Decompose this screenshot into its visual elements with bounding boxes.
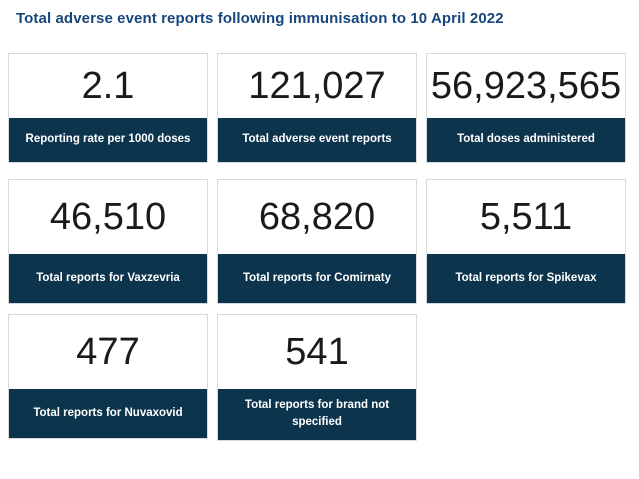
tile-nuvaxovid: 477 Total reports for Nuvaxovid	[8, 314, 208, 439]
tile-value: 46,510	[9, 180, 207, 254]
summary-tiles-grid: 2.1 Reporting rate per 1000 doses 121,02…	[8, 53, 628, 441]
tile-value: 2.1	[9, 54, 207, 118]
tile-total-adverse-event-reports: 121,027 Total adverse event reports	[217, 53, 417, 163]
tile-label: Total doses administered	[427, 118, 625, 162]
page-title: Total adverse event reports following im…	[16, 10, 504, 27]
tile-row-3: 477 Total reports for Nuvaxovid 541 Tota…	[8, 314, 628, 441]
tile-label: Total reports for Spikevax	[427, 254, 625, 303]
tile-value: 477	[9, 315, 207, 389]
tile-vaxzevria: 46,510 Total reports for Vaxzevria	[8, 179, 208, 304]
tile-value: 121,027	[218, 54, 416, 118]
tile-row-2: 46,510 Total reports for Vaxzevria 68,82…	[8, 179, 628, 304]
tile-total-doses-administered: 56,923,565 Total doses administered	[426, 53, 626, 163]
tile-comirnaty: 68,820 Total reports for Comirnaty	[217, 179, 417, 304]
tile-spikevax: 5,511 Total reports for Spikevax	[426, 179, 626, 304]
tile-value: 68,820	[218, 180, 416, 254]
tile-label: Total reports for Comirnaty	[218, 254, 416, 303]
tile-value: 56,923,565	[427, 54, 625, 118]
tile-reporting-rate: 2.1 Reporting rate per 1000 doses	[8, 53, 208, 163]
tile-label: Reporting rate per 1000 doses	[9, 118, 207, 162]
tile-value: 5,511	[427, 180, 625, 254]
tile-label: Total reports for Nuvaxovid	[9, 389, 207, 438]
tile-brand-not-specified: 541 Total reports for brand not specifie…	[217, 314, 417, 441]
tile-value: 541	[218, 315, 416, 389]
tile-row-1: 2.1 Reporting rate per 1000 doses 121,02…	[8, 53, 628, 163]
tile-label: Total reports for Vaxzevria	[9, 254, 207, 303]
tile-label: Total adverse event reports	[218, 118, 416, 162]
tile-label: Total reports for brand not specified	[218, 389, 416, 440]
